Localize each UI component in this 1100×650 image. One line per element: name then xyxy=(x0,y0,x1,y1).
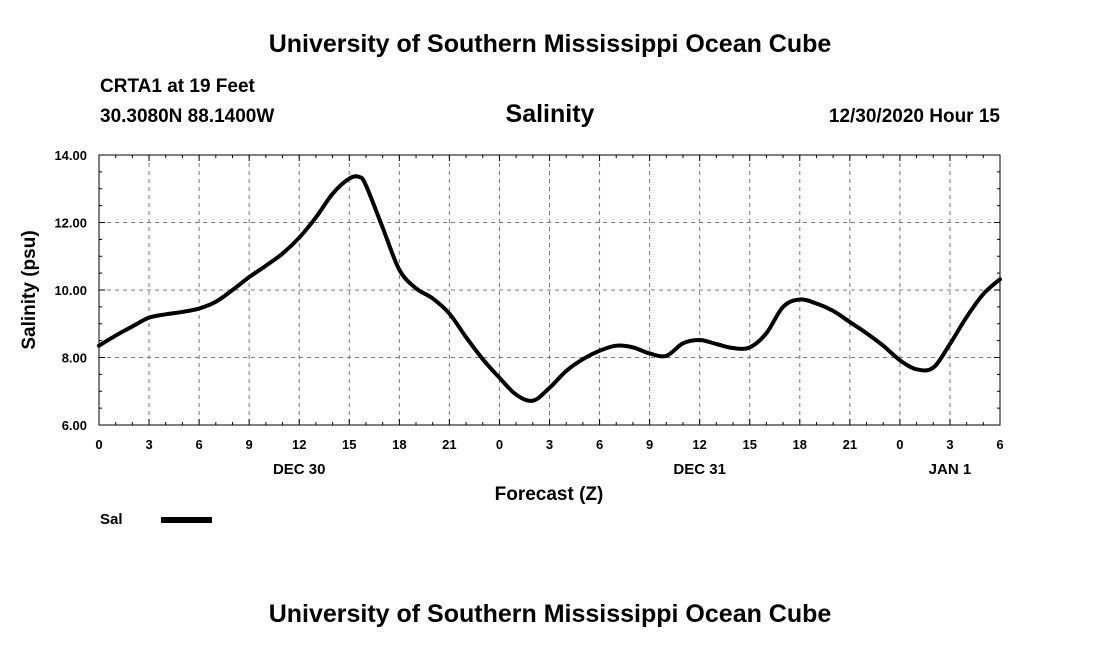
legend-label: Sal xyxy=(100,511,123,528)
x-tick-label: 18 xyxy=(793,437,807,452)
x-tick-label: 15 xyxy=(342,437,356,452)
day-label: JAN 1 xyxy=(929,461,972,478)
x-tick-label: 9 xyxy=(646,437,653,452)
plot-frame xyxy=(98,154,1001,426)
y-tick-label: 10.00 xyxy=(54,283,87,298)
x-tick-label: 12 xyxy=(292,437,306,452)
label-layer: 0 3 6 9 12 15 18 21 0 3 6 9 12 15 18 21 0 3 6 6.00 8.00 10.00… xyxy=(54,148,1003,478)
chart-title: Salinity xyxy=(505,100,595,128)
y-axis-label: Salinity (psu) xyxy=(19,230,40,349)
x-axis-label: Forecast (Z) xyxy=(495,484,604,505)
x-tick-label: 3 xyxy=(145,437,152,452)
x-tick-label: 9 xyxy=(246,437,253,452)
x-tick-label: 0 xyxy=(496,437,503,452)
y-tick-label: 12.00 xyxy=(54,216,87,231)
legend: Sal xyxy=(100,511,212,528)
day-label: DEC 31 xyxy=(673,461,726,478)
series-layer xyxy=(97,174,1002,403)
x-tick-label: 3 xyxy=(546,437,553,452)
bottom-title: University of Southern Mississippi Ocean… xyxy=(268,600,832,628)
station-coords: 30.3080N 88.1400W xyxy=(100,106,275,127)
x-tick-label: 18 xyxy=(392,437,406,452)
series-line-sal xyxy=(97,174,1002,403)
x-tick-label: 12 xyxy=(692,437,706,452)
x-tick-label: 0 xyxy=(896,437,903,452)
day-label: DEC 30 xyxy=(273,461,326,478)
y-tick-label: 8.00 xyxy=(62,351,87,366)
x-tick-label: 6 xyxy=(996,437,1003,452)
y-tick-label: 14.00 xyxy=(54,148,87,163)
x-tick-label: 21 xyxy=(442,437,456,452)
x-tick-label: 3 xyxy=(946,437,953,452)
station-name: CRTA1 at 19 Feet xyxy=(100,76,255,97)
x-tick-label: 0 xyxy=(95,437,102,452)
top-title: University of Southern Mississippi Ocean… xyxy=(268,30,832,58)
run-time: 12/30/2020 Hour 15 xyxy=(828,106,1000,127)
x-tick-label: 15 xyxy=(742,437,756,452)
x-tick-label: 21 xyxy=(843,437,857,452)
x-tick-label: 6 xyxy=(596,437,603,452)
x-tick-label: 6 xyxy=(195,437,202,452)
y-tick-label: 6.00 xyxy=(62,418,87,433)
